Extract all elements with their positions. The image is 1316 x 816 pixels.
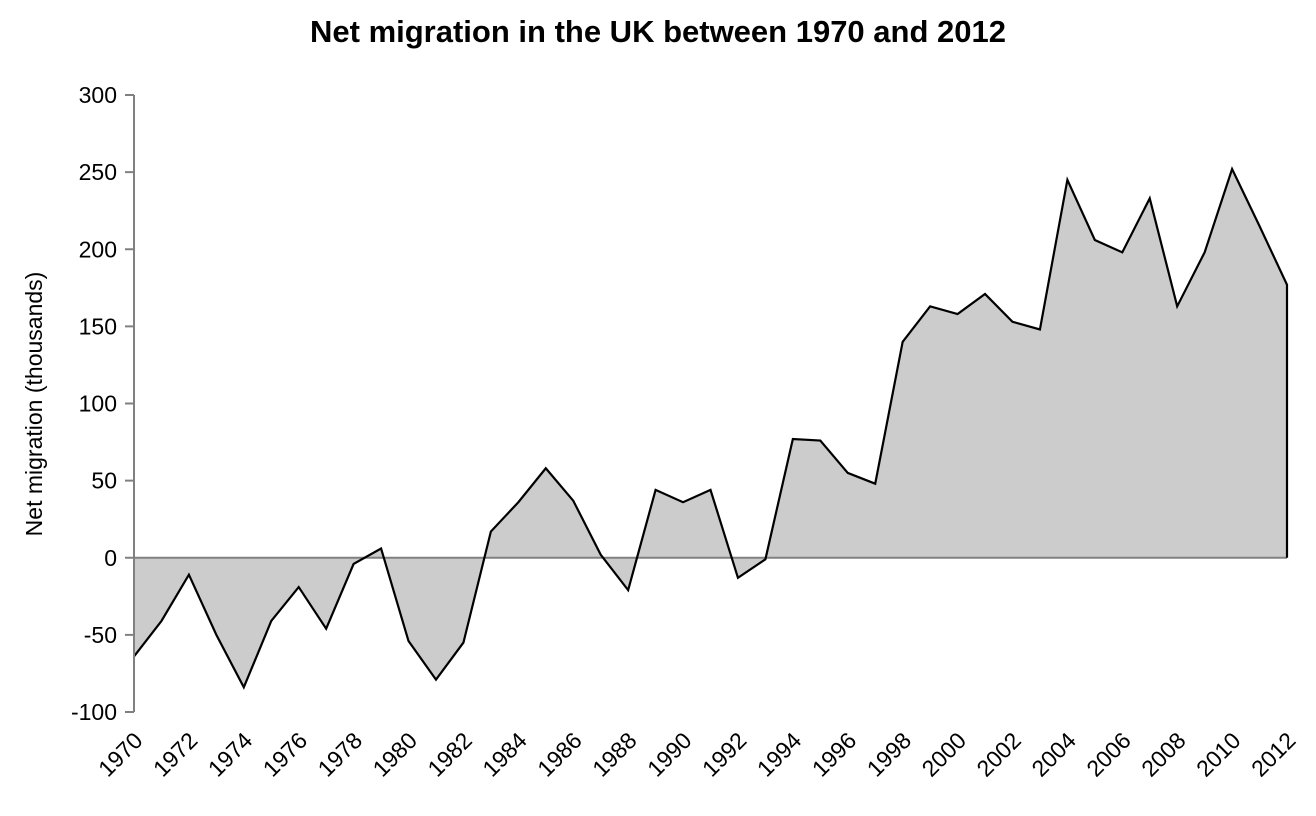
y-tick-label: -100: [71, 699, 117, 725]
axis-layer: [125, 94, 135, 713]
x-tick-label: 1984: [477, 727, 532, 782]
x-tick-label: 2006: [1081, 727, 1136, 782]
y-tick-label: 50: [91, 468, 117, 494]
x-tick-label: 1994: [752, 727, 807, 782]
area-fill: [134, 169, 1287, 688]
y-axis-label: Net migration (thousands): [21, 272, 47, 537]
x-tick-label: 1972: [148, 727, 203, 782]
y-tick-label: -50: [84, 622, 117, 648]
x-tick-label: 2002: [971, 727, 1026, 782]
chart-title: Net migration in the UK between 1970 and…: [310, 14, 1006, 49]
x-tick-label: 1998: [862, 727, 917, 782]
y-tick-label: 200: [79, 236, 117, 262]
x-tick-label: 1978: [313, 727, 368, 782]
x-tick-label: 1996: [807, 727, 862, 782]
x-tick-label: 2000: [917, 727, 972, 782]
x-tick-label: 1970: [93, 727, 148, 782]
y-tick-label: 0: [104, 545, 117, 571]
y-tick-label: 250: [79, 159, 117, 185]
x-tick-label: 2008: [1136, 727, 1191, 782]
area-layer: [133, 166, 1289, 690]
x-tick-label: 2012: [1246, 727, 1301, 782]
x-tick-label: 1992: [697, 727, 752, 782]
x-tick-label: 1976: [258, 727, 313, 782]
series-line: [133, 166, 1289, 690]
x-tick-label: 1982: [422, 727, 477, 782]
x-tick-label: 1980: [367, 727, 422, 782]
y-tick-labels: 300 250 200 150 100 50 0 -50 -100: [71, 82, 117, 725]
x-tick-label: 2010: [1191, 727, 1246, 782]
y-tick-label: 150: [79, 313, 117, 339]
x-tick-labels: 1970 1972 1974 1976 1978 1980 1982 1984 1986 1988…: [93, 727, 1301, 782]
y-tick-label: 100: [79, 391, 117, 417]
x-tick-label: 1990: [642, 727, 697, 782]
x-tick-label: 1988: [587, 727, 642, 782]
x-tick-label: 1986: [532, 727, 587, 782]
x-tick-label: 2004: [1026, 727, 1081, 782]
x-tick-label: 1974: [203, 727, 258, 782]
y-tick-label: 300: [79, 82, 117, 108]
